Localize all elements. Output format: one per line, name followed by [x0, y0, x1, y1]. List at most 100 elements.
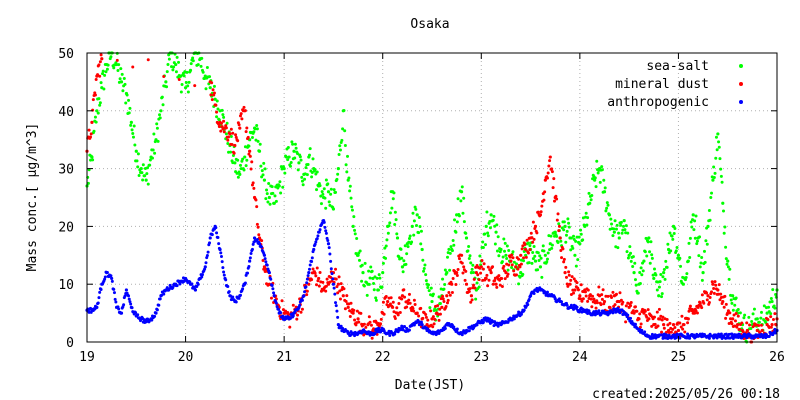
data-point: [479, 271, 483, 275]
data-point: [96, 73, 100, 77]
data-point: [476, 273, 480, 277]
data-point: [538, 254, 542, 258]
data-point: [306, 274, 310, 278]
data-point: [767, 335, 771, 339]
data-point: [148, 158, 152, 162]
data-point: [307, 153, 311, 157]
data-point: [662, 268, 666, 272]
data-point: [507, 249, 511, 253]
data-point: [494, 230, 498, 234]
data-point: [442, 287, 446, 291]
data-point: [210, 98, 214, 102]
data-point: [253, 127, 257, 131]
data-point: [645, 315, 649, 319]
data-point: [455, 327, 459, 331]
data-point: [611, 234, 615, 238]
data-point: [371, 276, 375, 281]
data-point: [485, 210, 489, 214]
data-point: [336, 167, 340, 171]
data-point: [574, 239, 578, 243]
data-point: [321, 192, 325, 196]
data-point: [227, 135, 231, 139]
data-point: [624, 320, 628, 324]
data-point: [188, 68, 193, 72]
data-point: [204, 261, 208, 265]
data-point: [590, 305, 594, 309]
data-point: [99, 53, 103, 57]
data-point: [424, 312, 428, 316]
data-point: [549, 234, 553, 238]
data-point: [277, 184, 281, 188]
data-point: [384, 256, 388, 260]
data-point: [231, 131, 235, 135]
data-point: [132, 124, 136, 128]
data-point: [415, 223, 419, 227]
data-point: [538, 265, 543, 269]
data-point: [500, 284, 504, 288]
data-point: [347, 176, 351, 180]
data-point: [113, 297, 117, 301]
data-point: [384, 244, 388, 248]
data-point: [311, 267, 315, 271]
data-point: [586, 216, 590, 220]
data-point: [533, 224, 538, 228]
data-point: [619, 223, 623, 227]
data-point: [227, 290, 231, 294]
data-point: [438, 312, 442, 316]
legend-marker: [739, 100, 743, 104]
data-point: [771, 288, 775, 292]
data-point: [264, 260, 268, 264]
data-point: [296, 313, 300, 317]
data-point: [691, 213, 695, 217]
data-point: [760, 310, 764, 314]
data-point: [557, 224, 561, 228]
data-point: [568, 282, 572, 286]
data-point: [298, 303, 302, 307]
data-point: [337, 153, 341, 157]
data-point: [255, 124, 259, 128]
data-point: [272, 291, 276, 295]
data-point: [550, 167, 554, 171]
data-point: [290, 140, 294, 144]
data-point: [217, 242, 221, 246]
data-point: [689, 220, 693, 224]
data-point: [103, 275, 107, 279]
data-point: [707, 209, 711, 213]
data-point: [602, 190, 607, 194]
data-point: [229, 127, 233, 131]
data-point: [576, 288, 580, 292]
data-point: [156, 139, 160, 143]
data-point: [521, 244, 525, 248]
data-point: [124, 101, 128, 105]
data-point: [412, 219, 416, 223]
data-point: [588, 293, 592, 297]
data-point: [208, 75, 212, 79]
data-point: [424, 273, 428, 277]
data-point: [372, 288, 376, 292]
data-point: [714, 156, 718, 160]
data-point: [571, 246, 575, 250]
data-point: [550, 170, 554, 174]
data-point: [438, 302, 442, 306]
data-point: [552, 177, 556, 181]
data-point: [95, 109, 99, 113]
data-point: [666, 323, 670, 327]
data-point: [137, 173, 141, 177]
data-point: [631, 309, 635, 313]
data-point: [262, 178, 267, 182]
data-point: [569, 236, 573, 240]
data-point: [245, 126, 249, 130]
data-point: [642, 259, 646, 263]
data-point: [263, 257, 267, 261]
data-point: [686, 317, 690, 321]
data-point: [624, 304, 628, 308]
data-point: [643, 250, 647, 254]
data-point: [698, 301, 702, 305]
data-point: [545, 290, 549, 294]
data-point: [503, 249, 507, 253]
data-point: [569, 278, 573, 282]
data-point: [206, 250, 210, 254]
data-point: [675, 246, 679, 250]
data-point: [351, 311, 355, 315]
